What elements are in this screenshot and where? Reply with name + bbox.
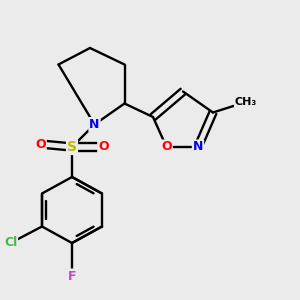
Text: CH₃: CH₃	[235, 97, 257, 107]
Text: O: O	[35, 137, 46, 151]
Text: Cl: Cl	[4, 236, 17, 250]
Text: F: F	[68, 269, 76, 283]
Text: S: S	[67, 140, 77, 154]
Text: O: O	[161, 140, 172, 154]
Text: O: O	[98, 140, 109, 154]
Text: N: N	[89, 118, 100, 131]
Text: N: N	[193, 140, 203, 154]
